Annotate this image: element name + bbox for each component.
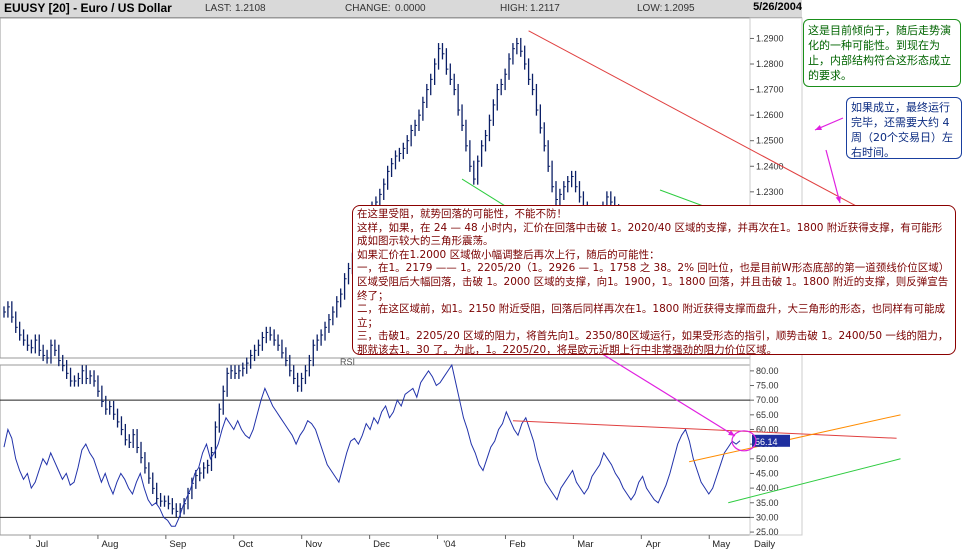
x-tick-label: Daily (754, 539, 775, 550)
note-main-callout: 在这里受阻，就势回落的可能性，不能不防！ 这样，如果，在 24 — 48 小时内… (352, 205, 956, 356)
chart-header: EUUSY [20] - Euro / US Dollar LAST: 1.21… (0, 0, 802, 18)
note-main-line: 在这里受阻，就势回落的可能性，不能不防！ (357, 208, 567, 220)
x-tick-label: '04 (443, 539, 455, 550)
price-tick-label: 1.2600 (756, 110, 784, 120)
high-value: 1.2117 (530, 3, 560, 14)
rsi-trendline (512, 420, 897, 439)
note-main-line: 这样，如果，在 24 — 48 小时内，汇价在回落中击破 1。2020/40 区… (357, 221, 943, 248)
price-tick-label: 1.2800 (756, 59, 784, 69)
x-tick-label: Jul (36, 539, 48, 550)
note-green-callout: 这是目前倾向于，随后走势演化的一种可能性。到现在为止，内部结构符合这形态成立的要… (803, 19, 961, 87)
rsi-panel-label: RSI (340, 357, 356, 367)
chart-date: 5/26/2004 (753, 1, 802, 13)
last-value: 1.2108 (235, 3, 266, 14)
note-main-line: 三，击破1。2205/20 区域的阻力，将首先向1。2350/80区域运行，如果… (357, 330, 949, 356)
x-tick-label: Feb (509, 539, 525, 550)
rsi-highlight-circle (731, 430, 757, 452)
last-label: LAST: (205, 3, 232, 14)
low-label: LOW: (637, 3, 663, 14)
note-blue-callout: 如果成立，最终运行完毕，还需要大约 4 周（20个交易日）左右时间。 (846, 97, 962, 159)
rsi-tick-label: 70.00 (756, 395, 779, 405)
x-tick-label: Nov (305, 539, 322, 550)
rsi-tick-label: 60.00 (756, 424, 779, 434)
arrow-to-rsi-head (728, 430, 735, 436)
rsi-tick-label: 75.00 (756, 381, 779, 391)
rsi-tick-label: 50.00 (756, 454, 779, 464)
x-tick-label: Oct (238, 539, 253, 550)
note-main-line: 如果汇价在1.2000 区域做小幅调整后再次上行，随后的可能性： (357, 248, 660, 261)
current-rsi-tag (752, 434, 790, 447)
rsi-tick-label: 40.00 (756, 483, 779, 493)
x-tick-label: Mar (577, 539, 593, 550)
x-tick-label: May (712, 539, 730, 550)
note-main-line: 二，在这区域前，如1。2150 附近受阻，回落后同样再次在1。1800 附近获得… (357, 303, 945, 329)
rsi-tick-label: 30.00 (756, 512, 779, 522)
note-main-line: 一，在1。2179 —— 1。2205/20（1。2926 — 1。1758 之… (357, 262, 950, 302)
change-label: CHANGE: (345, 3, 391, 14)
x-tick-label: Dec (373, 539, 390, 550)
price-tick-label: 1.2700 (756, 85, 784, 95)
rsi-tick-label: 25.00 (756, 527, 779, 537)
x-tick-label: Sep (169, 539, 186, 550)
rsi-trendline (688, 414, 901, 463)
price-tick-label: 1.2500 (756, 136, 784, 146)
low-value: 1.2095 (664, 3, 695, 14)
arrow-chart-to-note-head (835, 196, 841, 203)
rsi-line (3, 363, 741, 527)
arrow-blue-to-chart-head (815, 124, 822, 130)
x-tick-label: Aug (101, 539, 118, 550)
rsi-tick-label: 80.00 (756, 366, 779, 376)
rsi-panel (0, 364, 751, 536)
rsi-tick-label: 35.00 (756, 498, 779, 508)
rsi-trendline (728, 458, 901, 504)
symbol-title: EUUSY [20] - Euro / US Dollar (4, 1, 172, 15)
price-tick-label: 1.2300 (756, 187, 784, 197)
change-value: 0.0000 (395, 3, 426, 14)
price-tick-label: 1.2900 (756, 33, 784, 43)
rsi-tick-label: 45.00 (756, 468, 779, 478)
rsi-tick-label: 65.00 (756, 410, 779, 420)
price-tick-label: 1.2400 (756, 161, 784, 171)
arrow-chart-to-note (825, 149, 841, 204)
x-tick-label: Apr (646, 539, 661, 550)
high-label: HIGH: (500, 3, 528, 14)
current-rsi-text: 56.14 (755, 437, 778, 447)
price-trendline (528, 30, 897, 229)
